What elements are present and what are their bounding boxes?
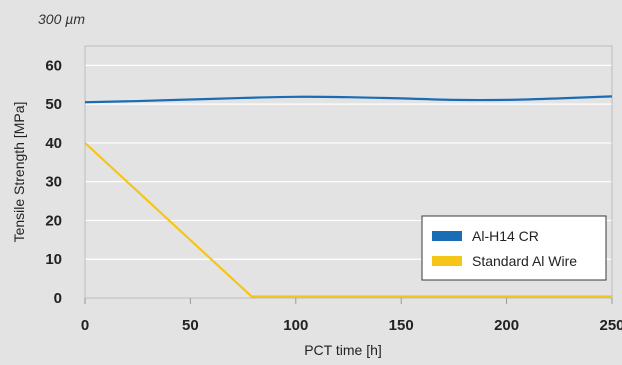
legend: Al-H14 CR Standard Al Wire [421,215,607,281]
y-tick-label: 40 [45,135,62,152]
legend-label: Standard Al Wire [472,253,577,269]
series-line-standard-al-wire [84,142,612,298]
legend-swatch [432,256,462,266]
y-tick-label: 10 [45,251,62,268]
chart-annotation: 300 µm [38,11,85,27]
x-tick-label: 100 [283,317,308,334]
y-axis-label: Tensile Strength [MPa] [11,102,27,243]
grid [85,46,612,298]
series-line-al-h14-cr [84,95,613,104]
x-axis-label: PCT time [h] [304,342,382,358]
y-tick-label: 0 [54,290,62,307]
x-tick-label: 50 [182,317,199,334]
legend-entry: Al-H14 CR [432,228,539,244]
x-tick-label: 150 [389,317,414,334]
y-tick-label: 30 [45,174,62,191]
series-layer [84,95,613,298]
legend-entry: Standard Al Wire [432,253,577,269]
legend-label: Al-H14 CR [472,228,539,244]
y-tick-label: 50 [45,96,62,113]
x-tick-label: 250 [599,317,622,334]
y-tick-label: 60 [45,57,62,74]
legend-box [421,215,607,281]
y-tick-label: 20 [45,212,62,229]
legend-swatch [432,231,462,241]
axis-layer: 0 10 20 30 40 50 60 0 50 100 150 200 250 [45,57,622,334]
x-tick-label: 0 [81,317,89,334]
x-tick-label: 200 [494,317,519,334]
